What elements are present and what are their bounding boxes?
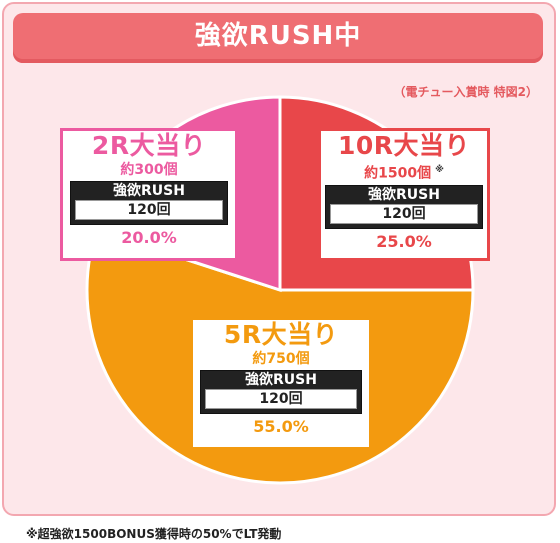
rush-box-2r: 強欲RUSH 120回 [70, 181, 228, 225]
percent-2r: 20.0% [121, 228, 177, 247]
payout-count-10r: 約1500個 ※ [321, 161, 487, 183]
rush-box-5r: 強欲RUSH 120回 [200, 370, 362, 414]
slice-label-5r: 5R大当り [223, 320, 339, 349]
rush-name-2r: 強欲RUSH [113, 183, 185, 199]
rush-box-10r: 強欲RUSH 120回 [325, 184, 483, 229]
footnote-mark: ※ [435, 165, 444, 175]
rush-name-5r: 強欲RUSH [245, 372, 317, 388]
payout-count-5r: 約750個 [252, 351, 310, 367]
chart-title: 強欲RUSH中 [194, 21, 362, 51]
percent-10r: 25.0% [376, 231, 432, 251]
percent-5r: 55.0% [253, 417, 309, 436]
slice-label-10r: 10R大当り [337, 131, 471, 160]
title-bar: 強欲RUSH中 [13, 13, 543, 63]
label-box-5r: 5R大当り 約750個 強欲RUSH 120回 55.0% [190, 317, 372, 450]
rush-name-10r: 強欲RUSH [368, 186, 440, 203]
rush-value-10r: 120回 [330, 203, 478, 224]
rush-value-5r: 120回 [205, 389, 357, 409]
label-box-2r: 2R大当り 約300個 強欲RUSH 120回 20.0% [60, 128, 238, 261]
chart-note: （電チュー入賞時 特図2） [393, 85, 538, 99]
rush-value-2r: 120回 [75, 200, 223, 220]
payout-count-2r: 約300個 [120, 162, 178, 178]
label-box-10r: 10R大当り 約1500個 ※ 強欲RUSH 120回 25.0% [318, 128, 490, 261]
payout-count-text: 約1500個 [364, 165, 432, 182]
footnote: ※超強欲1500BONUS獲得時の50%でLT発動 [26, 527, 282, 541]
slice-label-2r: 2R大当り [91, 131, 207, 160]
